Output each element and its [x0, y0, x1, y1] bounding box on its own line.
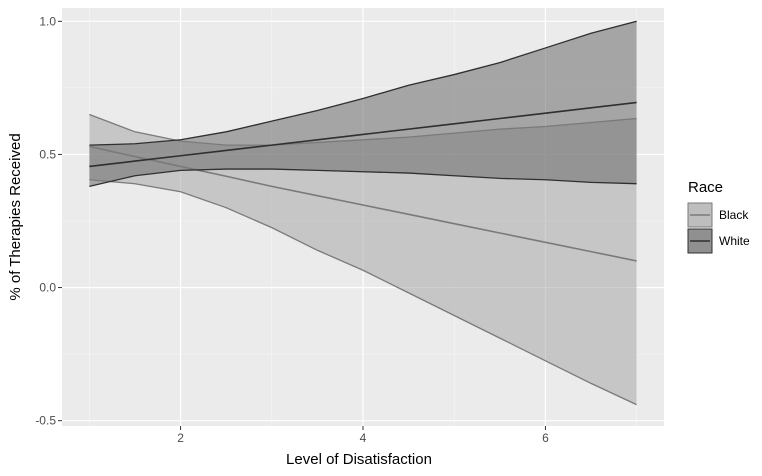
x-axis-ticks: 2 4 6: [177, 426, 549, 445]
legend: Race Black White: [687, 179, 750, 254]
x-tick-label: 4: [360, 431, 367, 445]
line-black: [89, 145, 637, 262]
legend-label-black: Black: [719, 208, 749, 222]
x-tick-label: 2: [177, 431, 184, 445]
y-tick-label: 0.0: [39, 281, 56, 295]
ribbon-upper-white: [89, 20, 637, 146]
y-axis-ticks: -0.5 0.0 0.5 1.0: [35, 14, 62, 428]
series-lines: [89, 20, 637, 406]
y-tick-label: -0.5: [35, 414, 56, 428]
line-white: [89, 101, 637, 168]
y-axis-title: % of Therapies Received: [7, 133, 24, 300]
ribbon-black: [89, 114, 637, 405]
legend-title: Race: [688, 179, 723, 196]
ribbon-lower-black: [89, 179, 637, 406]
y-tick-label: 0.5: [39, 147, 56, 161]
x-axis-title: Level of Disatisfaction: [286, 451, 432, 468]
legend-keys: Black White: [687, 202, 750, 254]
ribbon-lower-white: [89, 168, 637, 188]
legend-label-white: White: [719, 234, 750, 248]
y-tick-label: 1.0: [39, 14, 56, 28]
ribbon-upper-black: [89, 113, 637, 146]
x-tick-label: 6: [542, 431, 549, 445]
